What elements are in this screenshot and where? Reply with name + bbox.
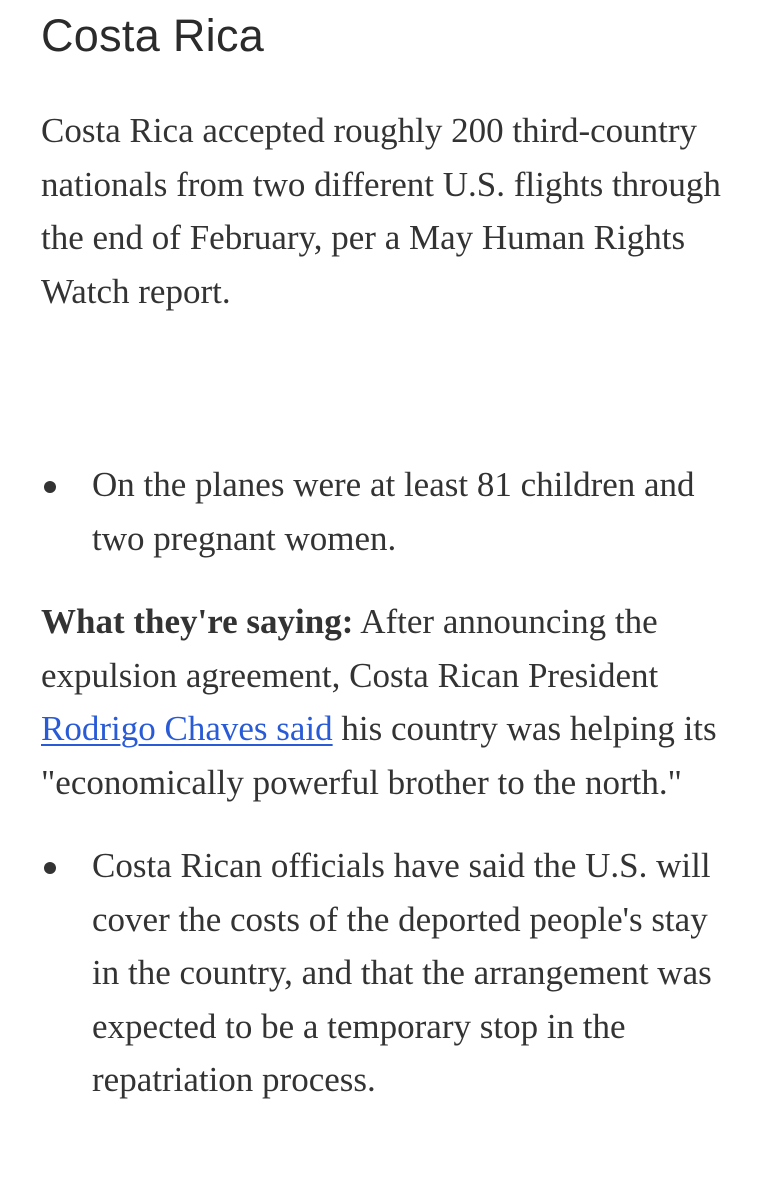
bullet-text: Costa Rican officials have said the U.S.… — [92, 846, 712, 1099]
article-section: Costa Rica Costa Rica accepted roughly 2… — [41, 0, 731, 1107]
source-link[interactable]: Rodrigo Chaves said — [41, 709, 333, 748]
paragraph-text-end: his country was helping its "economicall… — [41, 709, 717, 802]
bullet-list: Costa Rican officials have said the U.S.… — [41, 839, 731, 1107]
paragraph-text: After announcing the expulsion agreement… — [41, 602, 659, 695]
list-item: On the planes were at least 81 children … — [41, 458, 731, 565]
list-item: Costa Rican officials have said the U.S.… — [41, 839, 731, 1107]
section-heading: Costa Rica — [41, 10, 265, 61]
bullet-icon — [44, 862, 56, 874]
quote-paragraph: What they're saying: After announcing th… — [41, 595, 731, 809]
bullet-icon — [44, 481, 56, 493]
paragraph-label: What they're saying: — [41, 602, 354, 641]
bullet-list: On the planes were at least 81 children … — [41, 458, 731, 565]
intro-paragraph: Costa Rica accepted roughly 200 third-co… — [41, 111, 721, 311]
bullet-text: On the planes were at least 81 children … — [92, 465, 695, 558]
